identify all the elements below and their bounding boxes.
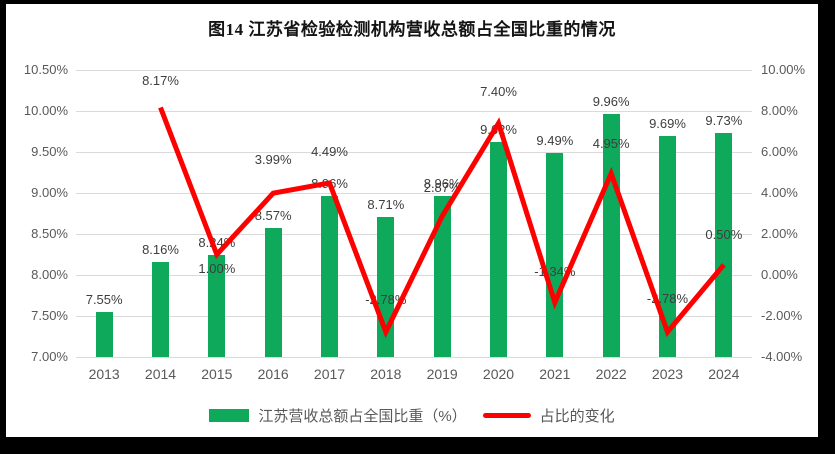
right-axis-tick: 2.00% — [761, 226, 798, 241]
x-axis-label: 2017 — [313, 366, 346, 382]
legend-item: 江苏营收总额占全国比重（%） — [209, 405, 467, 426]
line-value-label: 1.00% — [198, 260, 236, 276]
x-axis-label: 2024 — [708, 366, 740, 382]
x-axis-label: 2014 — [144, 366, 177, 382]
bar — [264, 228, 282, 357]
line-value-label: 0.50% — [705, 226, 743, 242]
bar — [433, 196, 451, 357]
line-value-label: -2.78% — [646, 290, 689, 306]
x-axis-label: 2016 — [257, 366, 289, 382]
legend-label: 占比的变化 — [539, 408, 615, 425]
left-axis-tick: 8.00% — [31, 267, 68, 282]
bar-value-label: 8.57% — [254, 208, 292, 224]
right-axis-tick: 8.00% — [761, 103, 798, 118]
chart-canvas: 图14 江苏省检验检测机构营收总额占全国比重的情况 10.50% 10.00% 9.… — [6, 4, 818, 437]
bar — [152, 261, 169, 357]
bar — [377, 216, 395, 357]
line-value-label: 8.17% — [142, 72, 179, 88]
legend-item: 占比的变化 — [482, 405, 615, 426]
x-axis-label: 2020 — [482, 366, 515, 382]
bar — [95, 311, 113, 357]
right-axis-tick: 10.00% — [761, 62, 806, 77]
x-axis-label: 2013 — [88, 366, 120, 382]
line-value-label: -1.34% — [534, 264, 576, 280]
gridline — [76, 70, 752, 71]
legend-bar-swatch-icon — [209, 409, 250, 422]
bar — [546, 152, 564, 357]
gridline — [76, 275, 752, 276]
x-axis-label: 2018 — [370, 366, 402, 382]
x-axis-label: 2019 — [426, 366, 458, 382]
gridline — [76, 152, 752, 153]
bar-value-label: 7.55% — [85, 291, 123, 307]
right-axis-tick: -2.00% — [761, 308, 803, 323]
line-value-label: 7.40% — [480, 84, 517, 100]
left-axis-tick: 10.00% — [23, 103, 68, 118]
gridline — [76, 111, 752, 112]
bar-value-label: 9.73% — [705, 113, 743, 129]
gridline — [76, 316, 752, 317]
line-value-label: 4.95% — [592, 135, 630, 151]
line-value-label: 4.49% — [311, 143, 348, 159]
bar-value-label: 8.71% — [367, 196, 405, 212]
line-value-label: -2.78% — [365, 291, 407, 307]
gridline — [76, 357, 752, 358]
gridline — [76, 234, 752, 235]
left-axis-tick: 7.00% — [31, 349, 68, 364]
bar — [659, 136, 676, 357]
left-axis-tick: 8.50% — [31, 226, 68, 241]
chart-title: 图14 江苏省检验检测机构营收总额占全国比重的情况 — [208, 20, 616, 39]
x-axis-label: 2022 — [595, 366, 627, 382]
right-axis-tick: -4.00% — [761, 349, 803, 364]
left-axis-tick: 7.50% — [31, 308, 68, 323]
line-value-label: 2.87% — [423, 180, 461, 196]
right-axis-tick: 4.00% — [761, 185, 798, 200]
x-axis-label: 2023 — [651, 366, 684, 382]
bar-value-label: 8.96% — [311, 176, 348, 192]
right-axis-tick: 0.00% — [761, 267, 798, 282]
left-axis-tick: 9.00% — [31, 185, 68, 200]
left-axis-tick: 10.50% — [23, 62, 68, 77]
bar — [715, 133, 733, 357]
bar — [321, 196, 338, 357]
left-axis-tick: 9.50% — [31, 144, 68, 159]
right-axis-tick: 6.00% — [761, 144, 798, 159]
legend-label: 江苏营收总额占全国比重（%） — [258, 408, 467, 425]
bar — [490, 142, 507, 357]
bar-value-label: 8.24% — [198, 235, 236, 251]
bar — [602, 114, 620, 357]
legend-line-swatch-icon — [482, 413, 531, 418]
x-axis-label: 2015 — [201, 366, 233, 382]
legend: 江苏营收总额占全国比重（%） 占比的变化 — [6, 405, 818, 426]
x-axis-label: 2021 — [539, 366, 571, 382]
bar-value-label: 9.96% — [592, 94, 630, 110]
